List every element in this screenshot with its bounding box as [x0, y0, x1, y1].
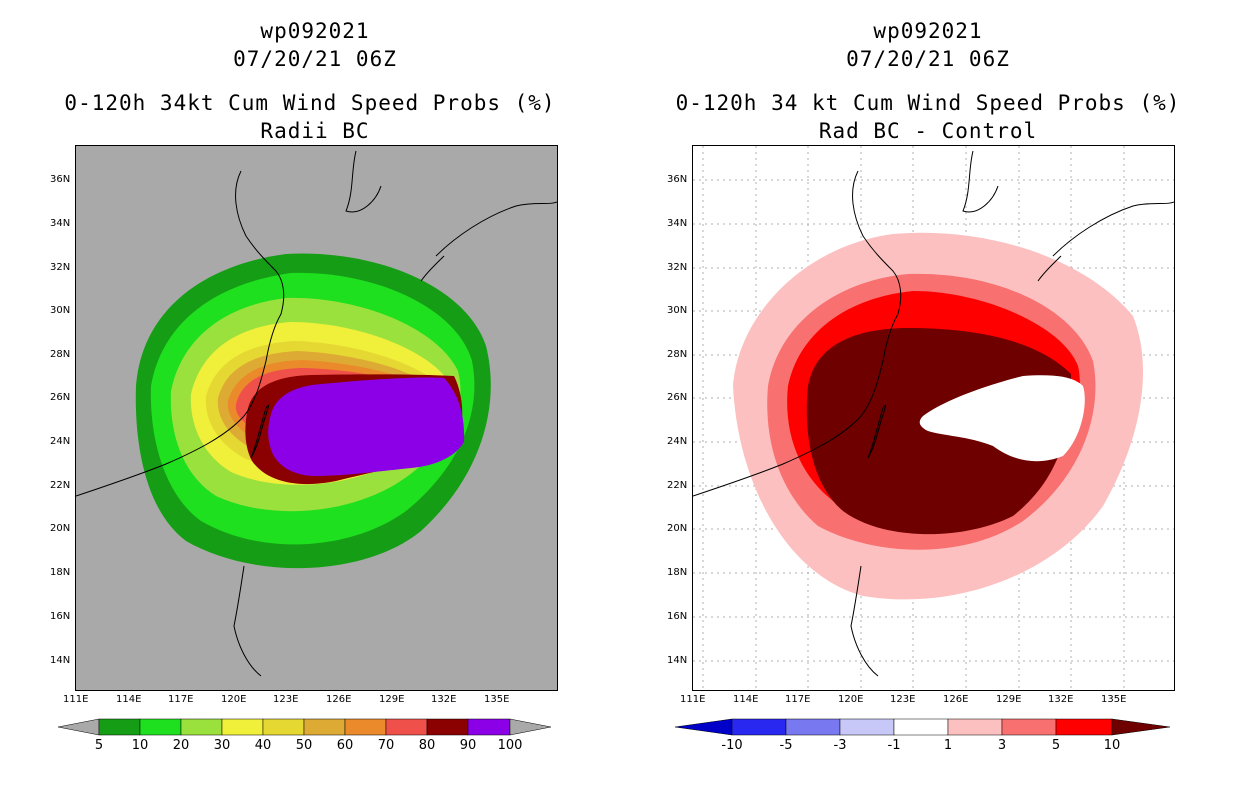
left-date: 07/20/21 06Z	[233, 47, 397, 71]
left-colorbar-swatch	[180, 718, 223, 736]
prob-contour-90-100	[268, 377, 465, 476]
lon-tick: 129E	[379, 694, 405, 705]
lat-tick: 28N	[667, 349, 688, 360]
lat-tick: 32N	[667, 262, 688, 273]
lat-tick: 22N	[50, 480, 71, 491]
lon-tick: 126E	[943, 694, 969, 705]
left-colorbar-swatch	[98, 718, 141, 736]
lat-tick: 20N	[50, 523, 71, 534]
colorbar-label: 1	[943, 738, 953, 753]
lon-tick: 126E	[326, 694, 352, 705]
left-colorbar-swatch	[467, 718, 511, 736]
left-colorbar-swatch	[426, 718, 469, 736]
colorbar-label: 5	[1051, 738, 1061, 753]
lon-tick: 120E	[221, 694, 247, 705]
lon-tick: 123E	[890, 694, 916, 705]
lat-tick: 26N	[667, 392, 688, 403]
coastlines	[693, 150, 1174, 677]
coastlines	[76, 150, 557, 677]
lat-tick: 34N	[50, 218, 71, 229]
right-colorbar-swatch	[947, 718, 1003, 736]
colorbar-label: 10	[131, 738, 149, 753]
left-colorbar-swatch	[262, 718, 305, 736]
right-colorbar-over-arrow	[1111, 718, 1171, 736]
left-colorbar-under-arrow	[57, 718, 100, 736]
lat-tick: 30N	[667, 305, 688, 316]
lon-tick: 111E	[63, 694, 89, 705]
lon-tick: 132E	[1048, 694, 1074, 705]
left-colorbar-swatch	[221, 718, 264, 736]
left-map	[75, 145, 558, 691]
right-title: 0-120h 34 kt Cum Wind Speed Probs (%)	[675, 91, 1181, 115]
lat-tick: 16N	[50, 611, 71, 622]
right-colorbar-under-arrow	[674, 718, 733, 736]
lat-tick: 18N	[50, 567, 71, 578]
right-colorbar-swatch	[1055, 718, 1113, 736]
lon-tick: 129E	[996, 694, 1022, 705]
left-colorbar-swatch	[344, 718, 387, 736]
right-map	[692, 145, 1175, 691]
colorbar-label: -10	[721, 738, 743, 753]
right-colorbar-swatch	[1001, 718, 1057, 736]
colorbar-label: 50	[295, 738, 313, 753]
lon-tick: 114E	[116, 694, 142, 705]
lon-tick: 123E	[273, 694, 299, 705]
colorbar-label: -1	[887, 738, 901, 753]
lon-tick: 117E	[785, 694, 811, 705]
left-colorbar-swatch	[139, 718, 182, 736]
lat-tick: 36N	[667, 174, 688, 185]
left-colorbar-swatch	[303, 718, 346, 736]
right-date: 07/20/21 06Z	[846, 47, 1010, 71]
lat-tick: 18N	[667, 567, 688, 578]
lat-tick: 32N	[50, 262, 71, 273]
colorbar-label: 30	[213, 738, 231, 753]
left-colorbar-over-arrow	[509, 718, 552, 736]
colorbar-label: 80	[418, 738, 436, 753]
lon-tick: 135E	[1101, 694, 1127, 705]
lat-tick: 14N	[50, 655, 71, 666]
lon-tick: 117E	[168, 694, 194, 705]
colorbar-label: 20	[172, 738, 190, 753]
lat-tick: 22N	[667, 480, 688, 491]
right-colorbar-swatch	[785, 718, 841, 736]
lon-tick: 114E	[733, 694, 759, 705]
lat-tick: 14N	[667, 655, 688, 666]
colorbar-label: -5	[779, 738, 793, 753]
lat-tick: 24N	[667, 436, 688, 447]
lat-tick: 16N	[667, 611, 688, 622]
lon-tick: 132E	[431, 694, 457, 705]
colorbar-label: 100	[497, 738, 523, 753]
right-colorbar-swatch	[893, 718, 949, 736]
lat-tick: 36N	[50, 174, 71, 185]
left-map-canvas	[76, 146, 557, 690]
lon-tick: 135E	[484, 694, 510, 705]
lat-tick: 20N	[667, 523, 688, 534]
lat-tick: 26N	[50, 392, 71, 403]
colorbar-label: 10	[1103, 738, 1121, 753]
right-colorbar-swatch	[839, 718, 895, 736]
diff-contour-negative-core	[919, 375, 1085, 462]
colorbar-label: 40	[254, 738, 272, 753]
right-map-canvas	[693, 146, 1174, 690]
right-subtitle: Rad BC - Control	[818, 119, 1038, 143]
colorbar-label: 5	[94, 738, 104, 753]
left-title: 0-120h 34kt Cum Wind Speed Probs (%)	[64, 91, 556, 115]
colorbar-label: 90	[459, 738, 477, 753]
lat-tick: 34N	[667, 218, 688, 229]
right-storm-id: wp092021	[873, 19, 983, 43]
lon-tick: 120E	[838, 694, 864, 705]
lat-tick: 24N	[50, 436, 71, 447]
colorbar-label: -3	[833, 738, 847, 753]
colorbar-label: 60	[336, 738, 354, 753]
right-colorbar-swatch	[731, 718, 787, 736]
colorbar-label: 70	[377, 738, 395, 753]
left-subtitle: Radii BC	[260, 119, 370, 143]
left-storm-id: wp092021	[260, 19, 370, 43]
lat-tick: 30N	[50, 305, 71, 316]
lat-tick: 28N	[50, 349, 71, 360]
left-colorbar-swatch	[385, 718, 428, 736]
colorbar-label: 3	[997, 738, 1007, 753]
lon-tick: 111E	[680, 694, 706, 705]
